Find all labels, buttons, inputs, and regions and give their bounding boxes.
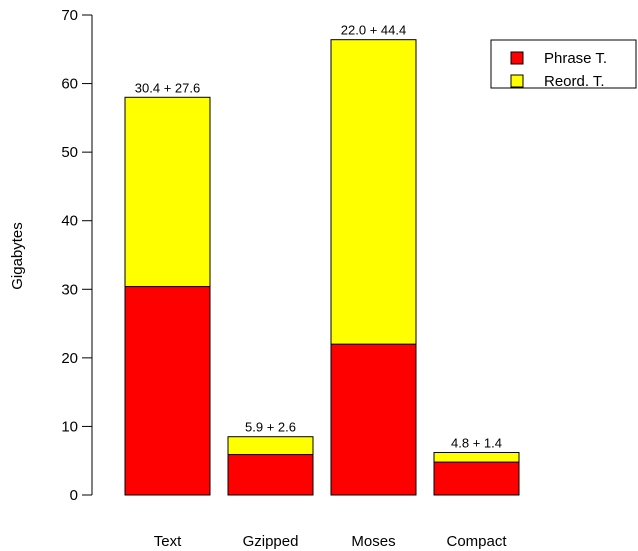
x-axis-labels: Text Gzipped Moses Compact bbox=[154, 533, 508, 550]
y-tick-label: 70 bbox=[61, 7, 78, 24]
y-tick-label: 60 bbox=[61, 76, 78, 93]
y-axis-label: Gigabytes bbox=[9, 222, 26, 290]
bar-segment-phrase-text bbox=[124, 286, 211, 496]
x-tick-label: Moses bbox=[351, 533, 395, 550]
bar-segment-reord-compact bbox=[433, 451, 520, 463]
bars: 30.4 + 27.6 5.9 + 2.6 22.0 + 44.4 4.8 + 1.4 bbox=[124, 23, 520, 496]
legend-swatch bbox=[510, 74, 524, 88]
bar-segment-phrase-compact bbox=[433, 461, 520, 496]
bar-segment-reord-text bbox=[124, 96, 211, 288]
y-axis: 0 10 20 30 40 50 60 70 bbox=[61, 7, 93, 504]
y-tick-label: 20 bbox=[61, 350, 78, 367]
y-tick-label: 50 bbox=[61, 144, 78, 161]
y-tick-label: 0 bbox=[70, 487, 78, 504]
legend-label: Reord. T. bbox=[544, 73, 605, 90]
y-tick-label: 30 bbox=[61, 281, 78, 298]
bar-total-label: 22.0 + 44.4 bbox=[341, 23, 406, 38]
bar-segment-phrase-gzipped bbox=[227, 454, 314, 496]
x-tick-label: Gzipped bbox=[243, 533, 299, 550]
legend: Phrase T. Reord. T. bbox=[490, 39, 637, 90]
x-tick-label: Compact bbox=[446, 533, 507, 550]
y-tick-label: 10 bbox=[61, 418, 78, 435]
legend-label: Phrase T. bbox=[544, 50, 607, 67]
bar-total-label: 30.4 + 27.6 bbox=[135, 80, 200, 95]
bar-segment-reord-moses bbox=[330, 39, 417, 345]
legend-swatch bbox=[510, 51, 524, 65]
y-tick-label: 40 bbox=[61, 213, 78, 230]
x-tick-label: Text bbox=[154, 533, 182, 550]
bar-segment-phrase-moses bbox=[330, 343, 417, 496]
bar-total-label: 5.9 + 2.6 bbox=[245, 420, 296, 435]
bar-segment-reord-gzipped bbox=[227, 436, 314, 456]
bar-total-label: 4.8 + 1.4 bbox=[451, 435, 502, 450]
